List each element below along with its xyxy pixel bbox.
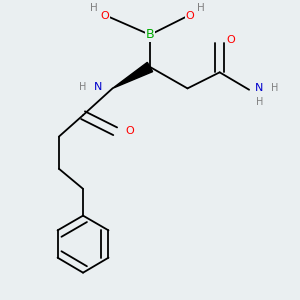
Text: H: H — [197, 3, 205, 13]
Text: H: H — [256, 97, 263, 106]
Text: H: H — [271, 83, 278, 93]
Polygon shape — [112, 62, 153, 88]
Text: N: N — [255, 83, 263, 93]
Text: O: O — [226, 35, 235, 45]
Text: O: O — [100, 11, 109, 21]
Text: O: O — [186, 11, 195, 21]
Text: H: H — [79, 82, 87, 92]
Text: N: N — [94, 82, 102, 92]
Text: H: H — [90, 3, 98, 13]
Text: O: O — [125, 126, 134, 136]
Text: B: B — [146, 28, 154, 41]
